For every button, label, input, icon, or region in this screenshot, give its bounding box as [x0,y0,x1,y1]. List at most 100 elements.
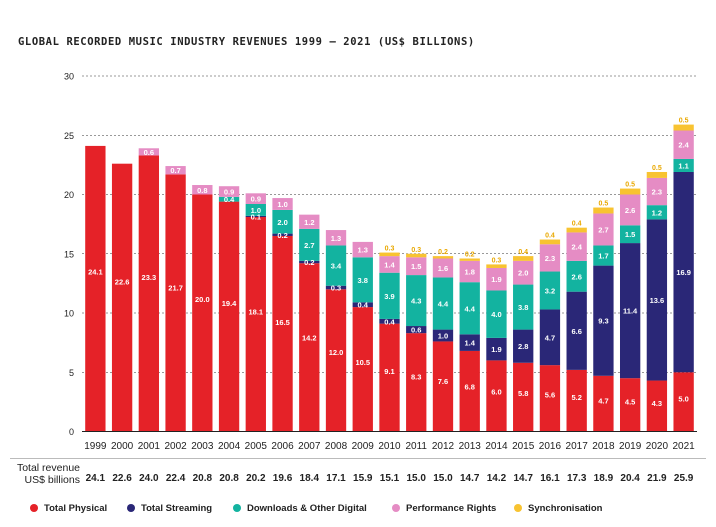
data-label: 3.8 [518,303,528,312]
data-label: 2.6 [571,272,581,281]
x-tick-label: 2003 [191,441,214,452]
data-label: 2.7 [598,225,608,234]
bar-segment [593,213,614,246]
bar-segment [673,372,694,432]
bar-segment [299,214,320,229]
bar-segment [646,219,668,381]
data-label: 10.5 [355,358,370,367]
bar-segment [486,290,507,338]
legend-item: Total Physical [30,500,107,516]
bar-segment [513,260,534,285]
data-label: 0.9 [224,188,234,197]
data-label: 0.5 [679,118,689,125]
bar-segment [272,233,293,236]
data-label: 4.7 [598,396,608,405]
x-tick-label: 1999 [84,441,107,452]
bar-segment [513,284,534,330]
data-label: 16.9 [676,268,691,277]
data-label: 4.3 [411,297,421,306]
data-label: 5.0 [678,394,688,403]
bar-segment [379,318,400,324]
data-label: 0.6 [144,148,154,157]
data-label: 9.1 [384,367,394,376]
total-revenue-value: 16.1 [540,473,560,484]
bar-segment [593,207,614,214]
bar-segment [192,185,213,195]
legend-label: Total Physical [44,502,108,514]
bar-segment [646,380,668,432]
y-tick-label: 20 [64,190,74,200]
legend-swatch [392,504,400,512]
data-label: 2.3 [545,254,555,263]
bar-segment [432,258,454,278]
legend-label: Total Streaming [141,502,213,514]
bar-segment [379,323,400,432]
data-label: 0.3 [331,284,341,293]
bar-segment [673,158,694,172]
x-tick-label: 2009 [352,441,375,452]
data-label: 0.4 [545,233,555,240]
bar-segment [513,362,534,432]
bar-segment [646,171,668,178]
bar-segment [299,263,320,432]
bar-segment [325,285,347,290]
x-tick-label: 2001 [138,441,161,452]
data-label: 0.3 [385,246,395,253]
data-label: 1.4 [384,260,395,269]
labels-layer: 24.122.623.30.621.70.720.00.819.40.40.91… [88,118,691,408]
data-label: 2.0 [518,269,528,278]
bar-segment [459,258,480,261]
bar-segment [619,378,641,432]
bar-segment [299,260,320,264]
total-revenue-value: 17.1 [326,473,346,484]
total-revenue-value: 19.6 [273,473,293,484]
x-tick-label: 2000 [111,441,134,452]
data-label: 20.0 [195,295,210,304]
bar-segment [85,145,106,432]
data-label: 0.9 [251,195,261,204]
bar-segment [406,333,427,432]
data-label: 0.6 [411,326,421,335]
bar-segment [245,203,266,216]
legend: Total Physical Total Streaming Downloads &… [30,500,706,516]
x-tick-label: 2013 [459,441,482,452]
bar-segment [379,272,400,319]
data-label: 0.4 [224,195,235,204]
total-revenue-value: 25.9 [674,473,694,484]
y-tick-label: 30 [64,72,74,82]
data-label: 2.6 [625,206,635,215]
x-tick-label: 2018 [592,441,615,452]
data-label: 0.2 [465,251,475,258]
data-label: 16.5 [275,318,290,327]
data-label: 2.8 [518,342,528,351]
data-label: 7.6 [438,377,448,386]
data-label: 6.0 [491,388,501,397]
bar-segment [218,196,240,202]
data-label: 2.0 [277,218,287,227]
legend-item: Synchronisation [514,500,602,516]
bar-segment [459,350,480,432]
x-tick-label: 2008 [325,441,348,452]
bar-segment [593,265,614,376]
x-tick-label: 2010 [378,441,401,452]
bar-segment [272,235,293,432]
data-label: 1.4 [464,339,475,348]
x-tick-label: 2007 [298,441,321,452]
bar-segment [619,225,641,244]
bar-segment [379,252,400,257]
data-label: 5.2 [571,393,581,402]
x-tick-label: 2021 [673,441,696,452]
total-revenue-value: 22.4 [166,473,186,484]
x-tick-label: 2004 [218,441,241,452]
data-label: 0.2 [277,231,287,240]
bar-segment [218,201,240,432]
bar-segment [539,271,561,310]
bar-segment [566,369,587,432]
bar-segment [272,209,293,234]
data-label: 1.6 [438,264,448,273]
data-label: 1.9 [491,275,501,284]
bar-segment [165,174,186,432]
total-revenue-value: 15.9 [353,473,373,484]
data-label: 5.8 [518,389,528,398]
